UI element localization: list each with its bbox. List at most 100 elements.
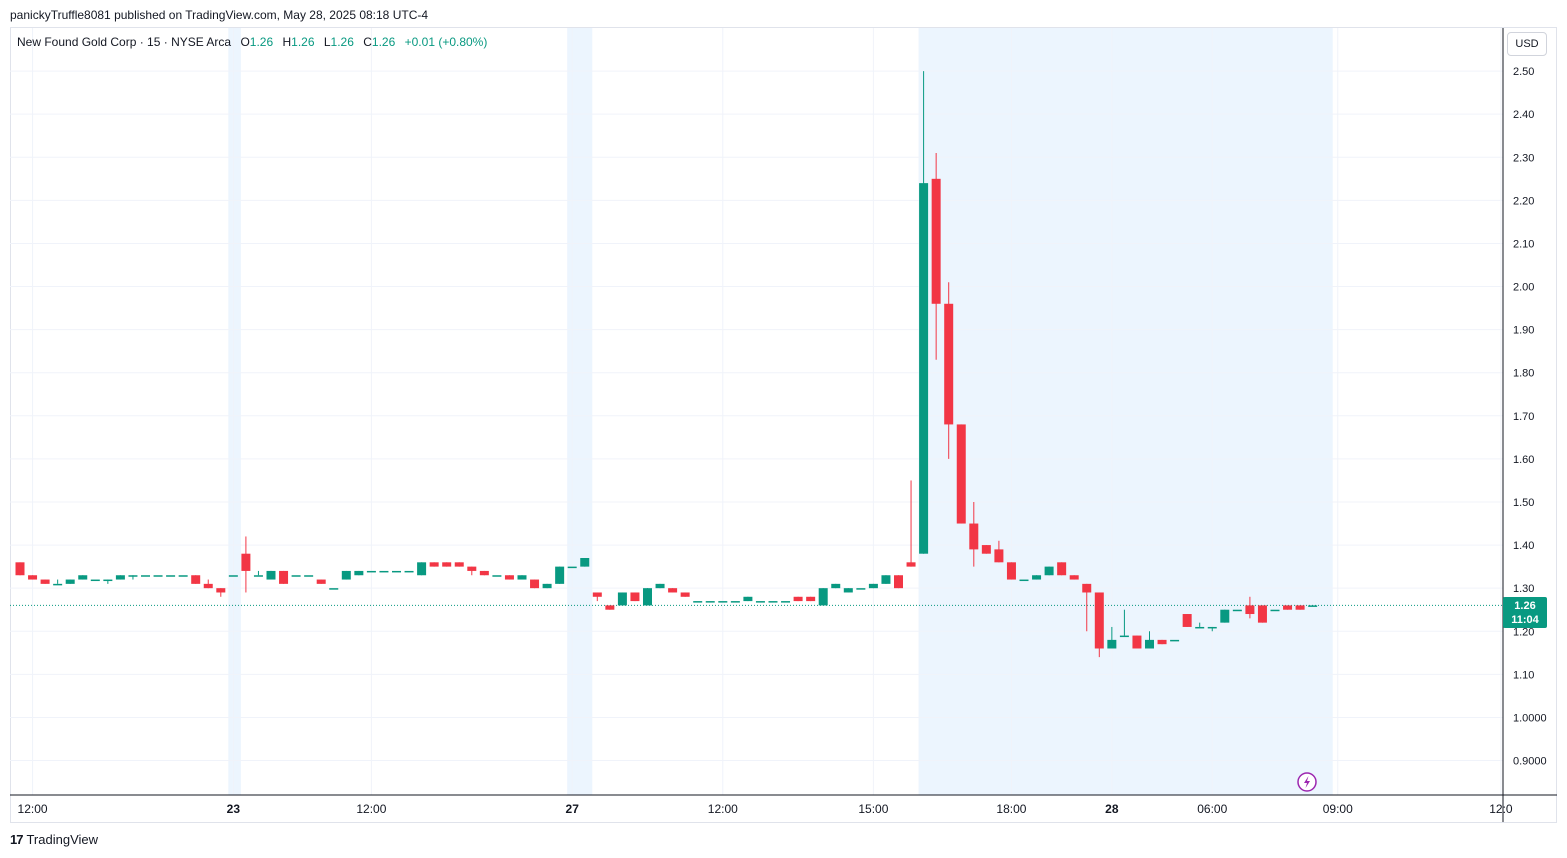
candle-up[interactable]: [291, 575, 301, 577]
candle-up[interactable]: [304, 575, 314, 577]
candle-up[interactable]: [115, 575, 125, 580]
candle-up[interactable]: [128, 575, 138, 577]
candle-up[interactable]: [843, 588, 853, 593]
candle-up[interactable]: [1019, 579, 1029, 582]
candle-up[interactable]: [730, 601, 740, 603]
candle-down[interactable]: [931, 178, 941, 304]
candle-up[interactable]: [78, 575, 88, 580]
candle-up[interactable]: [567, 566, 577, 569]
candle-down[interactable]: [1245, 605, 1255, 615]
candle-down[interactable]: [454, 562, 464, 567]
candle-up[interactable]: [1270, 609, 1280, 612]
candle-up[interactable]: [1232, 609, 1242, 612]
candle-down[interactable]: [504, 575, 514, 580]
candle-down[interactable]: [1283, 605, 1293, 610]
candle-up[interactable]: [1119, 635, 1129, 638]
candle-down[interactable]: [467, 566, 477, 571]
candle-down[interactable]: [1082, 583, 1092, 593]
candle-down[interactable]: [944, 303, 954, 425]
candle-up[interactable]: [153, 575, 163, 577]
candle-down[interactable]: [592, 592, 602, 597]
candle-up[interactable]: [868, 583, 878, 589]
candle-up[interactable]: [1207, 626, 1217, 629]
candle-down[interactable]: [442, 562, 452, 567]
candle-down[interactable]: [906, 562, 916, 567]
candle-down[interactable]: [28, 575, 38, 580]
candle-up[interactable]: [768, 601, 778, 603]
candle-up[interactable]: [743, 596, 753, 602]
candle-up[interactable]: [103, 579, 113, 582]
candle-up[interactable]: [643, 588, 652, 606]
candle-up[interactable]: [1044, 566, 1054, 576]
candle-up[interactable]: [580, 558, 590, 567]
candle-up[interactable]: [1195, 626, 1205, 629]
candle-up[interactable]: [617, 592, 627, 606]
candle-up[interactable]: [755, 601, 765, 603]
candle-up[interactable]: [1032, 575, 1042, 580]
candle-down[interactable]: [530, 579, 540, 589]
candle-down[interactable]: [1057, 562, 1067, 576]
candle-down[interactable]: [203, 583, 213, 589]
candle-up[interactable]: [492, 575, 502, 577]
candle-up[interactable]: [90, 579, 100, 582]
candle-up[interactable]: [53, 583, 63, 586]
candle-down[interactable]: [479, 570, 489, 576]
candle-up[interactable]: [655, 583, 665, 589]
candle-up[interactable]: [404, 570, 414, 573]
candle-up[interactable]: [253, 575, 263, 577]
candle-down[interactable]: [191, 575, 201, 584]
candle-down[interactable]: [969, 523, 979, 550]
tradingview-brand[interactable]: 17 TradingView: [10, 832, 98, 847]
legend-symbol[interactable]: New Found Gold Corp · 15 · NYSE Arca: [17, 35, 232, 49]
candle-down[interactable]: [1257, 605, 1267, 623]
candle-up[interactable]: [1145, 639, 1154, 649]
candle-up[interactable]: [141, 575, 150, 577]
candle-up[interactable]: [366, 570, 376, 573]
candle-up[interactable]: [65, 579, 75, 584]
candle-up[interactable]: [881, 575, 891, 584]
candle-up[interactable]: [417, 562, 427, 576]
candle-down[interactable]: [15, 562, 25, 576]
candle-down[interactable]: [1069, 575, 1079, 580]
candle-up[interactable]: [266, 570, 276, 580]
candle-up[interactable]: [718, 601, 728, 603]
candle-down[interactable]: [668, 588, 678, 593]
candle-up[interactable]: [1107, 639, 1117, 649]
candle-down[interactable]: [793, 596, 803, 602]
candle-down[interactable]: [241, 553, 251, 571]
candle-down[interactable]: [956, 424, 966, 524]
candle-down[interactable]: [806, 596, 816, 602]
candle-up[interactable]: [1220, 609, 1230, 623]
candle-down[interactable]: [605, 605, 615, 610]
candle-down[interactable]: [1157, 639, 1167, 645]
candle-up[interactable]: [856, 588, 866, 590]
candle-up[interactable]: [919, 183, 929, 554]
candle-up[interactable]: [166, 575, 176, 577]
candle-down[interactable]: [1132, 635, 1142, 649]
candle-down[interactable]: [1182, 614, 1192, 627]
candle-down[interactable]: [981, 545, 991, 554]
candle-down[interactable]: [1006, 562, 1016, 580]
candle-up[interactable]: [818, 588, 828, 606]
candle-up[interactable]: [831, 583, 841, 589]
candle-up[interactable]: [178, 575, 188, 577]
candle-up[interactable]: [341, 570, 351, 580]
candle-up[interactable]: [228, 575, 238, 577]
candle-down[interactable]: [1295, 605, 1305, 610]
candle-down[interactable]: [994, 549, 1004, 563]
candle-down[interactable]: [630, 592, 640, 602]
candle-down[interactable]: [216, 588, 226, 593]
candle-down[interactable]: [680, 592, 690, 597]
candle-up[interactable]: [705, 601, 715, 603]
candle-down[interactable]: [316, 579, 326, 584]
candle-up[interactable]: [542, 583, 552, 589]
candle-up[interactable]: [781, 601, 791, 603]
candle-up[interactable]: [693, 601, 703, 603]
candle-up[interactable]: [392, 570, 401, 573]
candle-up[interactable]: [354, 570, 364, 576]
candle-up[interactable]: [1170, 639, 1180, 642]
candle-up[interactable]: [555, 566, 565, 584]
candle-up[interactable]: [329, 588, 339, 590]
candle-up[interactable]: [379, 570, 389, 573]
